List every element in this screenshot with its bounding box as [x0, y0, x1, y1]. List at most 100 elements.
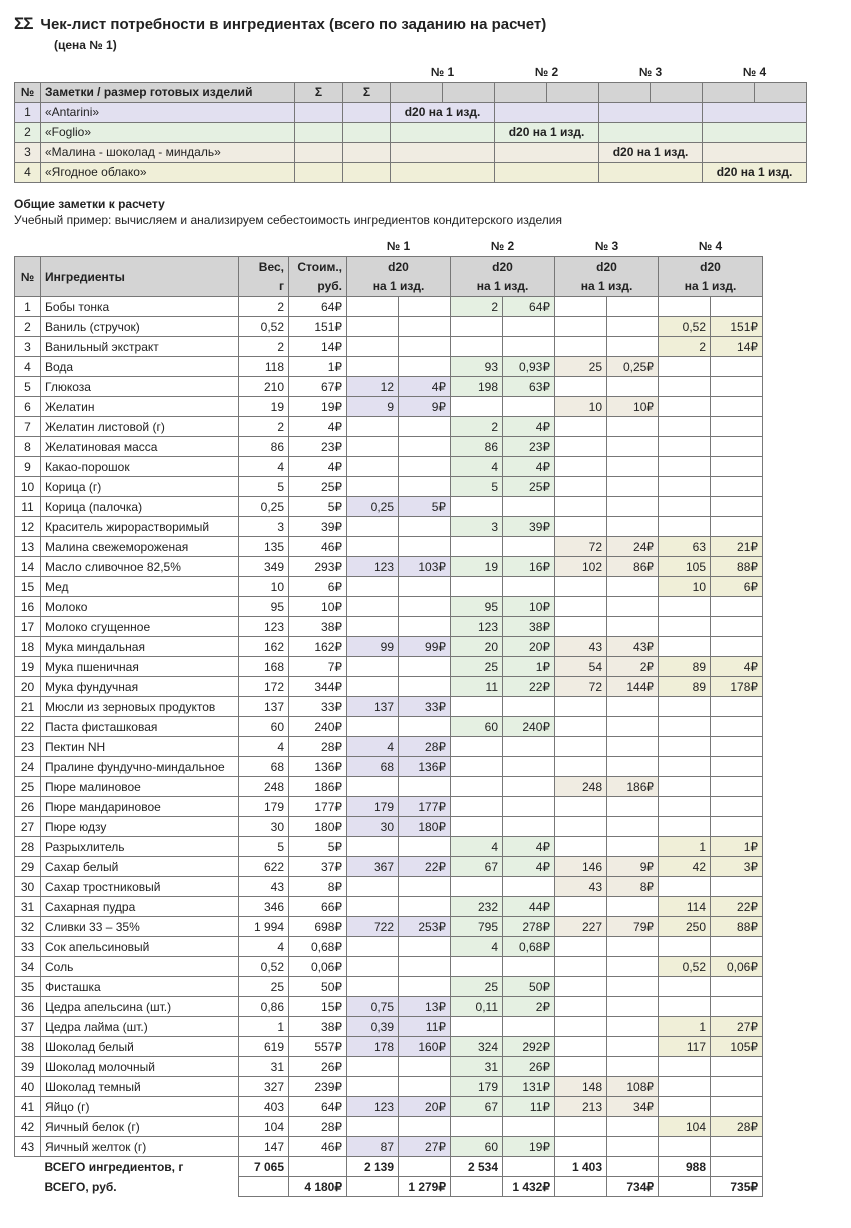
ingredient-name: Желатин — [41, 397, 239, 417]
totals-weight-label: ВСЕГО ингредиентов, г — [41, 1157, 239, 1177]
ingredient-num: 27 — [15, 817, 41, 837]
ingredient-cost: 33₽ — [289, 697, 347, 717]
ingredient-name: Корица (палочка) — [41, 497, 239, 517]
ingredient-name: Фисташка — [41, 977, 239, 997]
ingredient-num: 34 — [15, 957, 41, 977]
recipe-group-label: № 1 — [391, 62, 495, 82]
ingredient-weight: 1 — [239, 1017, 289, 1037]
ingredient-group-label: № 2 — [451, 237, 555, 257]
ingredient-name: Соль — [41, 957, 239, 977]
ingredient-name: Мука фундучная — [41, 677, 239, 697]
ingredient-name: Желатиновая масса — [41, 437, 239, 457]
ingredient-cost: 46₽ — [289, 537, 347, 557]
ingredient-name: Паста фисташковая — [41, 717, 239, 737]
ingredient-num: 10 — [15, 477, 41, 497]
ingredient-group-label: № 1 — [347, 237, 451, 257]
ingredient-name: Пюре малиновое — [41, 777, 239, 797]
recipe-note: d20 на 1 изд. — [391, 102, 495, 122]
ingredient-cost: 6₽ — [289, 577, 347, 597]
recipe-num: 1 — [15, 102, 41, 122]
recipe-note: d20 на 1 изд. — [599, 142, 703, 162]
ingredient-weight: 104 — [239, 1117, 289, 1137]
ingredient-cost: 67₽ — [289, 377, 347, 397]
ingredient-weight: 162 — [239, 637, 289, 657]
ingredient-cost: 151₽ — [289, 317, 347, 337]
ingredient-name: Молоко сгущенное — [41, 617, 239, 637]
ingredient-cost: 1₽ — [289, 357, 347, 377]
ingredient-name: Мука миндальная — [41, 637, 239, 657]
ingredient-weight: 95 — [239, 597, 289, 617]
ingredient-weight: 4 — [239, 457, 289, 477]
ingredient-cost: 19₽ — [289, 397, 347, 417]
ingredient-weight: 1 994 — [239, 917, 289, 937]
ingredient-num: 4 — [15, 357, 41, 377]
recipe-num: 4 — [15, 162, 41, 182]
ingredient-weight: 10 — [239, 577, 289, 597]
ingredient-name: Пралине фундучно-миндальное — [41, 757, 239, 777]
ingredient-name: Цедра апельсина (шт.) — [41, 997, 239, 1017]
recipe-name: «Antarini» — [41, 102, 295, 122]
ingredient-weight: 43 — [239, 877, 289, 897]
ingredient-num: 12 — [15, 517, 41, 537]
ingredient-weight: 622 — [239, 857, 289, 877]
ingredient-cost: 64₽ — [289, 1097, 347, 1117]
ingredient-num: 14 — [15, 557, 41, 577]
ingredient-num: 38 — [15, 1037, 41, 1057]
ingredient-cost: 4₽ — [289, 457, 347, 477]
ingredient-cost: 23₽ — [289, 437, 347, 457]
ingredient-name: Малина свежемороженая — [41, 537, 239, 557]
ingredient-cost: 14₽ — [289, 337, 347, 357]
ingredients-table: № 1№ 2№ 3№ 4№ИнгредиентыВес,Стоим.,d20d2… — [14, 237, 763, 1198]
ingredient-num: 36 — [15, 997, 41, 1017]
ingredient-weight: 30 — [239, 817, 289, 837]
ingredient-num: 17 — [15, 617, 41, 637]
recipe-group-label: № 2 — [495, 62, 599, 82]
ingredient-weight: 0,86 — [239, 997, 289, 1017]
ingredient-name: Яйцо (г) — [41, 1097, 239, 1117]
ingredient-weight: 248 — [239, 777, 289, 797]
ingredient-num: 33 — [15, 937, 41, 957]
ingredient-cost: 136₽ — [289, 757, 347, 777]
ingredient-name: Сахар тростниковый — [41, 877, 239, 897]
ingredient-name: Краситель жирорастворимый — [41, 517, 239, 537]
ingredient-num: 28 — [15, 837, 41, 857]
totals-weight-sum: 7 065 — [239, 1157, 289, 1177]
ingredient-num: 20 — [15, 677, 41, 697]
ingredient-num: 9 — [15, 457, 41, 477]
ingredient-name: Шоколад белый — [41, 1037, 239, 1057]
ingredient-weight: 60 — [239, 717, 289, 737]
ingredient-name: Разрыхлитель — [41, 837, 239, 857]
ingredient-name: Вода — [41, 357, 239, 377]
ingredient-cost: 38₽ — [289, 1017, 347, 1037]
ingredient-num: 37 — [15, 1017, 41, 1037]
ingredient-cost: 8₽ — [289, 877, 347, 897]
ingredient-name: Яичный белок (г) — [41, 1117, 239, 1137]
ingredient-num: 16 — [15, 597, 41, 617]
ingredient-cost: 7₽ — [289, 657, 347, 677]
ingredient-weight: 168 — [239, 657, 289, 677]
ingredient-num: 7 — [15, 417, 41, 437]
ingredient-weight: 210 — [239, 377, 289, 397]
ingredient-name: Сахарная пудра — [41, 897, 239, 917]
ingredient-num: 2 — [15, 317, 41, 337]
ingredient-cost: 28₽ — [289, 737, 347, 757]
ingredient-weight: 2 — [239, 417, 289, 437]
ingredient-num: 15 — [15, 577, 41, 597]
ingredient-num: 39 — [15, 1057, 41, 1077]
ingredient-num: 19 — [15, 657, 41, 677]
ingredient-cost: 4₽ — [289, 417, 347, 437]
ingredient-name: Масло сливочное 82,5% — [41, 557, 239, 577]
ingredient-weight: 5 — [239, 837, 289, 857]
notes-heading: Общие заметки к расчету — [14, 197, 837, 211]
ingredient-name: Яичный желток (г) — [41, 1137, 239, 1157]
ingredient-cost: 10₽ — [289, 597, 347, 617]
ingredient-weight: 5 — [239, 477, 289, 497]
ingredient-num: 42 — [15, 1117, 41, 1137]
ingredient-cost: 186₽ — [289, 777, 347, 797]
ingredient-cost: 26₽ — [289, 1057, 347, 1077]
recipe-note: d20 на 1 изд. — [703, 162, 807, 182]
ingredient-num: 30 — [15, 877, 41, 897]
ingredient-cost: 5₽ — [289, 837, 347, 857]
ingredient-num: 23 — [15, 737, 41, 757]
ingredient-name: Шоколад темный — [41, 1077, 239, 1097]
